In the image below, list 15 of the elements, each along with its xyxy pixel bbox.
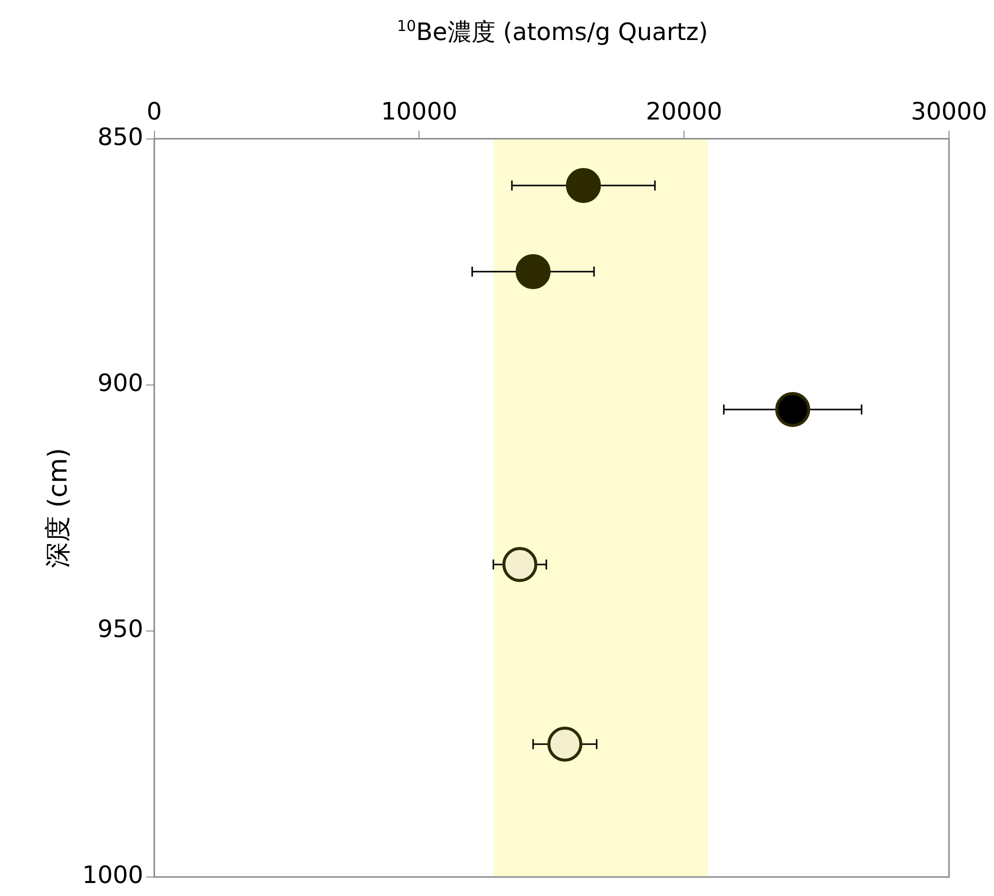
- point: [566, 168, 601, 204]
- x-tick-label: 0: [146, 98, 162, 126]
- x-tick-label: 20000: [646, 98, 722, 126]
- y-axis-title: 深度 (cm): [43, 448, 74, 568]
- y-tick-label: 850: [97, 123, 144, 152]
- y-tick-label: 1000: [82, 861, 144, 890]
- point: [775, 392, 810, 427]
- point: [547, 726, 582, 762]
- point: [502, 546, 538, 582]
- point: [516, 254, 551, 290]
- x-tick-label: 30000: [910, 98, 988, 126]
- x-tick-label: 10000: [381, 98, 458, 126]
- y-tick-label: 950: [97, 615, 144, 644]
- y-tick-label: 900: [97, 369, 144, 398]
- x-axis-title: $^{10}$Be濃度 (atoms/g Quartz): [396, 16, 709, 48]
